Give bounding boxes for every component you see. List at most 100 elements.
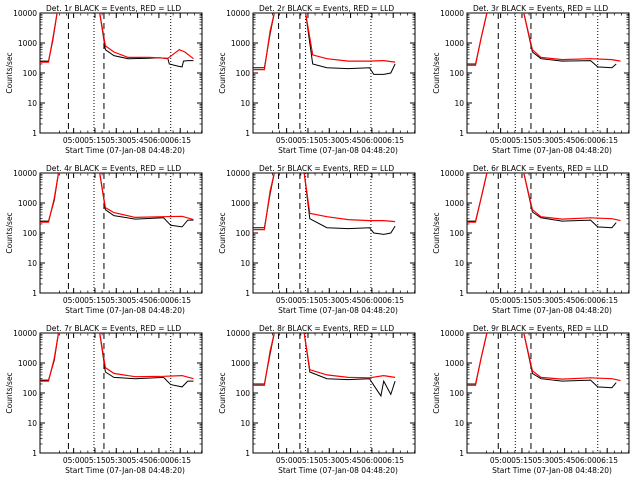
panel-title: Det. 1r BLACK = Events, RED = LLD bbox=[46, 4, 181, 13]
x-tick-label: 05:30 bbox=[532, 296, 554, 305]
x-axis-label: Start Time (07-Jan-08 04:48:20) bbox=[492, 306, 612, 315]
plot-frame bbox=[466, 332, 630, 454]
x-tick-label: 06:00 bbox=[148, 456, 170, 465]
panel-4: Det. 4r BLACK = Events, RED = LLD 1 10 100 1… bbox=[5, 164, 203, 315]
plot-frame bbox=[466, 12, 630, 134]
x-axis-label: Start Time (07-Jan-08 04:48:20) bbox=[65, 306, 185, 315]
x-tick-label: 05:45 bbox=[554, 296, 576, 305]
x-tick-label: 06:00 bbox=[575, 136, 597, 145]
y-tick-label: 10000 bbox=[440, 329, 464, 338]
y-tick-label: 10 bbox=[27, 259, 37, 268]
x-tick-label: 05:00 bbox=[63, 136, 85, 145]
y-tick-label: 100 bbox=[236, 69, 251, 78]
panel-7: Det. 7r BLACK = Events, RED = LLD 1 10 100 1… bbox=[5, 324, 203, 475]
series-lld-line bbox=[253, 13, 396, 71]
y-axis-label: Counts/sec bbox=[432, 372, 441, 413]
y-tick-label: 1 bbox=[32, 129, 37, 138]
x-tick-label: 06:00 bbox=[361, 136, 383, 145]
x-tick-label: 05:15 bbox=[297, 136, 319, 145]
y-tick-label: 1000 bbox=[18, 359, 37, 368]
x-axis-label: Start Time (07-Jan-08 04:48:20) bbox=[278, 146, 398, 155]
x-axis-label: Start Time (07-Jan-08 04:48:20) bbox=[278, 306, 398, 315]
y-tick-label: 100 bbox=[23, 229, 38, 238]
y-tick-label: 1 bbox=[459, 129, 464, 138]
y-tick-label: 1000 bbox=[231, 199, 250, 208]
x-tick-label: 05:30 bbox=[318, 456, 340, 465]
x-tick-label: 06:00 bbox=[575, 456, 597, 465]
x-tick-label: 05:15 bbox=[511, 136, 533, 145]
x-axis-label: Start Time (07-Jan-08 04:48:20) bbox=[65, 466, 185, 475]
x-tick-label: 05:15 bbox=[297, 456, 319, 465]
panel-3: Det. 3r BLACK = Events, RED = LLD 1 10 100 1… bbox=[432, 4, 630, 155]
x-tick-label: 05:15 bbox=[297, 296, 319, 305]
x-tick-label: 05:45 bbox=[340, 456, 362, 465]
panel-title: Det. 5r BLACK = Events, RED = LLD bbox=[259, 164, 394, 173]
panel-title: Det. 2r BLACK = Events, RED = LLD bbox=[259, 4, 394, 13]
y-tick-label: 1 bbox=[32, 449, 37, 458]
x-tick-label: 05:00 bbox=[63, 456, 85, 465]
y-axis-label: Counts/sec bbox=[5, 212, 14, 253]
x-tick-label: 05:00 bbox=[490, 296, 512, 305]
y-tick-label: 10000 bbox=[440, 9, 464, 18]
x-tick-label: 05:45 bbox=[554, 456, 576, 465]
series-lld-line bbox=[40, 173, 194, 223]
y-tick-label: 1000 bbox=[445, 359, 464, 368]
y-tick-label: 10 bbox=[454, 419, 464, 428]
x-tick-label: 06:15 bbox=[382, 296, 404, 305]
y-axis-label: Counts/sec bbox=[218, 212, 227, 253]
y-tick-label: 10 bbox=[27, 99, 37, 108]
series-lld-line bbox=[253, 333, 396, 386]
x-tick-label: 06:15 bbox=[169, 136, 191, 145]
plot-frame bbox=[466, 172, 630, 294]
x-tick-label: 05:15 bbox=[84, 296, 106, 305]
x-tick-label: 06:15 bbox=[382, 456, 404, 465]
y-tick-label: 1000 bbox=[445, 199, 464, 208]
x-tick-label: 06:15 bbox=[169, 296, 191, 305]
y-tick-label: 1 bbox=[32, 289, 37, 298]
y-tick-label: 1000 bbox=[18, 39, 37, 48]
y-tick-label: 10000 bbox=[13, 329, 37, 338]
y-tick-label: 100 bbox=[450, 389, 465, 398]
series-lld-line bbox=[253, 173, 396, 231]
x-tick-label: 06:00 bbox=[148, 296, 170, 305]
y-tick-label: 1 bbox=[245, 289, 250, 298]
series-events-line bbox=[253, 173, 396, 235]
y-tick-label: 10 bbox=[240, 419, 250, 428]
panel-title: Det. 3r BLACK = Events, RED = LLD bbox=[473, 4, 608, 13]
x-axis-label: Start Time (07-Jan-08 04:48:20) bbox=[278, 466, 398, 475]
x-tick-label: 05:30 bbox=[105, 136, 127, 145]
y-tick-label: 100 bbox=[236, 389, 251, 398]
x-tick-label: 05:45 bbox=[340, 136, 362, 145]
plot-frame bbox=[252, 332, 416, 454]
x-tick-label: 06:15 bbox=[596, 296, 618, 305]
x-tick-label: 06:15 bbox=[596, 456, 618, 465]
y-tick-label: 10000 bbox=[13, 9, 37, 18]
series-events-line bbox=[467, 173, 617, 229]
x-tick-label: 05:45 bbox=[127, 456, 149, 465]
x-tick-label: 06:15 bbox=[382, 136, 404, 145]
y-axis-label: Counts/sec bbox=[5, 52, 14, 93]
x-tick-label: 05:15 bbox=[511, 456, 533, 465]
y-tick-label: 1000 bbox=[18, 199, 37, 208]
y-tick-label: 100 bbox=[23, 69, 38, 78]
panel-5: Det. 5r BLACK = Events, RED = LLD 1 10 100 1… bbox=[218, 164, 416, 315]
x-tick-label: 06:15 bbox=[596, 136, 618, 145]
x-axis-label: Start Time (07-Jan-08 04:48:20) bbox=[65, 146, 185, 155]
y-tick-label: 1 bbox=[245, 129, 250, 138]
y-tick-label: 100 bbox=[450, 229, 465, 238]
panel-title: Det. 4r BLACK = Events, RED = LLD bbox=[46, 164, 181, 173]
x-tick-label: 05:15 bbox=[84, 456, 106, 465]
y-tick-label: 10 bbox=[240, 99, 250, 108]
series-lld-line bbox=[467, 333, 621, 386]
x-tick-label: 05:00 bbox=[276, 456, 298, 465]
panel-title: Det. 6r BLACK = Events, RED = LLD bbox=[473, 164, 608, 173]
y-tick-label: 1 bbox=[459, 289, 464, 298]
x-tick-label: 05:30 bbox=[532, 136, 554, 145]
panel-8: Det. 8r BLACK = Events, RED = LLD 1 10 100 1… bbox=[218, 324, 416, 475]
x-tick-label: 06:00 bbox=[148, 136, 170, 145]
x-tick-label: 06:15 bbox=[169, 456, 191, 465]
y-axis-label: Counts/sec bbox=[218, 52, 227, 93]
y-tick-label: 10000 bbox=[440, 169, 464, 178]
series-lld-line bbox=[40, 13, 194, 63]
